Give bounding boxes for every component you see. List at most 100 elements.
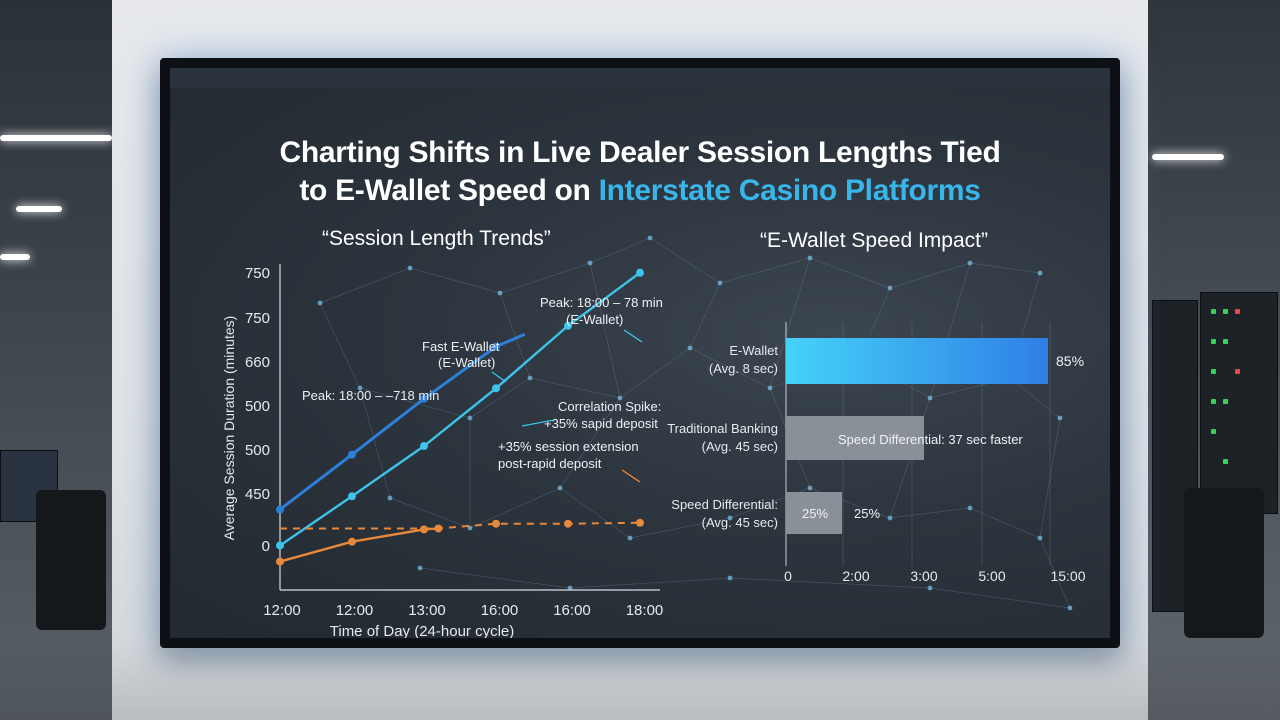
annotation-arrow: [623, 329, 643, 343]
annotation-extension: +35% session extension: [498, 439, 639, 454]
title-line-1: Charting Shifts in Live Dealer Session L…: [279, 136, 1001, 169]
network-link: [809, 257, 891, 289]
bar-value-label: 85%: [1056, 353, 1084, 369]
office-background-left: [0, 0, 112, 720]
annotation-peak-left: Peak: 18:00 – –718 min: [302, 388, 439, 403]
annotation-arrow: [521, 419, 555, 427]
x-tick-label: 13:00: [408, 602, 446, 619]
data-point: [492, 519, 500, 528]
network-node: [407, 265, 413, 271]
title-accent: Interstate Casino Platforms: [598, 174, 981, 207]
network-node: [527, 375, 533, 381]
network-link: [689, 347, 771, 389]
series-line-3: [280, 521, 641, 530]
data-point: [348, 537, 356, 546]
network-link: [929, 587, 1071, 609]
ceiling-light: [0, 254, 30, 260]
network-link: [619, 347, 691, 399]
x-tick-label: 16:00: [481, 602, 519, 619]
data-point: [492, 342, 500, 351]
data-point: [276, 505, 284, 514]
network-link: [559, 487, 631, 539]
network-node: [617, 395, 623, 401]
network-node: [647, 235, 653, 241]
network-link: [889, 262, 971, 289]
data-point: [564, 519, 572, 528]
network-node: [727, 515, 733, 521]
network-node: [357, 385, 363, 391]
bar-1: [786, 416, 924, 460]
network-node: [807, 255, 813, 261]
network-link: [569, 577, 731, 589]
bar-2: [786, 492, 842, 534]
bar-category-label: Speed Differential:: [671, 497, 778, 512]
network-link: [729, 577, 931, 589]
annotation-correlation-sub: +35% sapid deposit: [544, 416, 658, 431]
y-tick-label: 660: [245, 354, 270, 371]
network-node: [967, 505, 973, 511]
network-node: [887, 515, 893, 521]
line-chart-title: “Session Length Trends”: [322, 227, 551, 250]
server-rack: [1200, 292, 1278, 514]
y-tick-label: 750: [245, 310, 270, 327]
y-tick-label: 750: [245, 265, 270, 282]
network-node: [927, 395, 933, 401]
x-tick-label: 12:00: [336, 602, 374, 619]
annotation-peak-top-sub: (E-Wallet): [566, 312, 623, 327]
annotation-fast-label: Fast E-Wallet: [422, 339, 500, 354]
office-chair: [36, 490, 106, 630]
network-node: [767, 385, 773, 391]
wall-monitor: Charting Shifts in Live Dealer Session L…: [160, 58, 1120, 648]
data-point: [276, 541, 284, 550]
ceiling-light: [16, 206, 62, 212]
network-link: [389, 497, 471, 529]
session-length-line-chart: 750 750 660 500 500 450 0 12:00 12:00 13:00 16:00 1…: [221, 264, 663, 638]
floor: [0, 640, 1280, 720]
network-node: [1037, 535, 1043, 541]
network-link: [529, 377, 621, 399]
network-node: [887, 285, 893, 291]
network-link: [409, 267, 501, 294]
bar-category-sublabel: (Avg. 8 sec): [709, 361, 778, 376]
annotation-arrow: [621, 469, 641, 483]
data-point: [434, 524, 443, 533]
network-map-background: [317, 235, 1073, 611]
ceiling-light: [0, 135, 112, 141]
series-line-2: [279, 527, 439, 563]
annotation-extension-sub: post-rapid deposit: [498, 456, 602, 471]
data-point: [492, 384, 500, 393]
network-link: [359, 387, 471, 419]
x-axis-label: Time of Day (24-hour cycle): [330, 623, 515, 638]
y-tick-label: 500: [245, 442, 270, 459]
network-link: [499, 262, 591, 294]
network-node: [627, 535, 633, 541]
data-point: [420, 442, 428, 451]
bar-x-tick-label: 0: [784, 568, 792, 584]
annotation-arrow: [491, 371, 507, 383]
network-node: [387, 495, 393, 501]
network-node: [967, 260, 973, 266]
series-line-0: [279, 271, 641, 547]
network-link: [889, 507, 971, 519]
network-node: [497, 290, 503, 296]
data-point: [348, 492, 356, 501]
y-tick-label: 0: [262, 538, 270, 555]
network-link: [319, 267, 411, 304]
x-tick-label: 12:00: [263, 602, 301, 619]
network-node: [557, 485, 563, 491]
network-node: [317, 300, 323, 306]
title-line-2-prefix: to E-Wallet Speed on: [299, 174, 599, 207]
network-node: [417, 565, 423, 571]
network-node: [467, 415, 473, 421]
network-node: [717, 280, 723, 286]
network-link: [559, 397, 621, 489]
bar-chart-title: “E-Wallet Speed Impact”: [760, 229, 988, 252]
network-link: [769, 257, 811, 389]
bar-category-label: E-Wallet: [729, 343, 778, 358]
monitor-screen: Charting Shifts in Live Dealer Session L…: [170, 88, 1110, 638]
data-point: [348, 450, 356, 459]
network-node: [727, 575, 733, 581]
network-node: [687, 345, 693, 351]
network-node: [927, 585, 933, 591]
bar-category-label: Traditional Banking: [667, 421, 778, 436]
